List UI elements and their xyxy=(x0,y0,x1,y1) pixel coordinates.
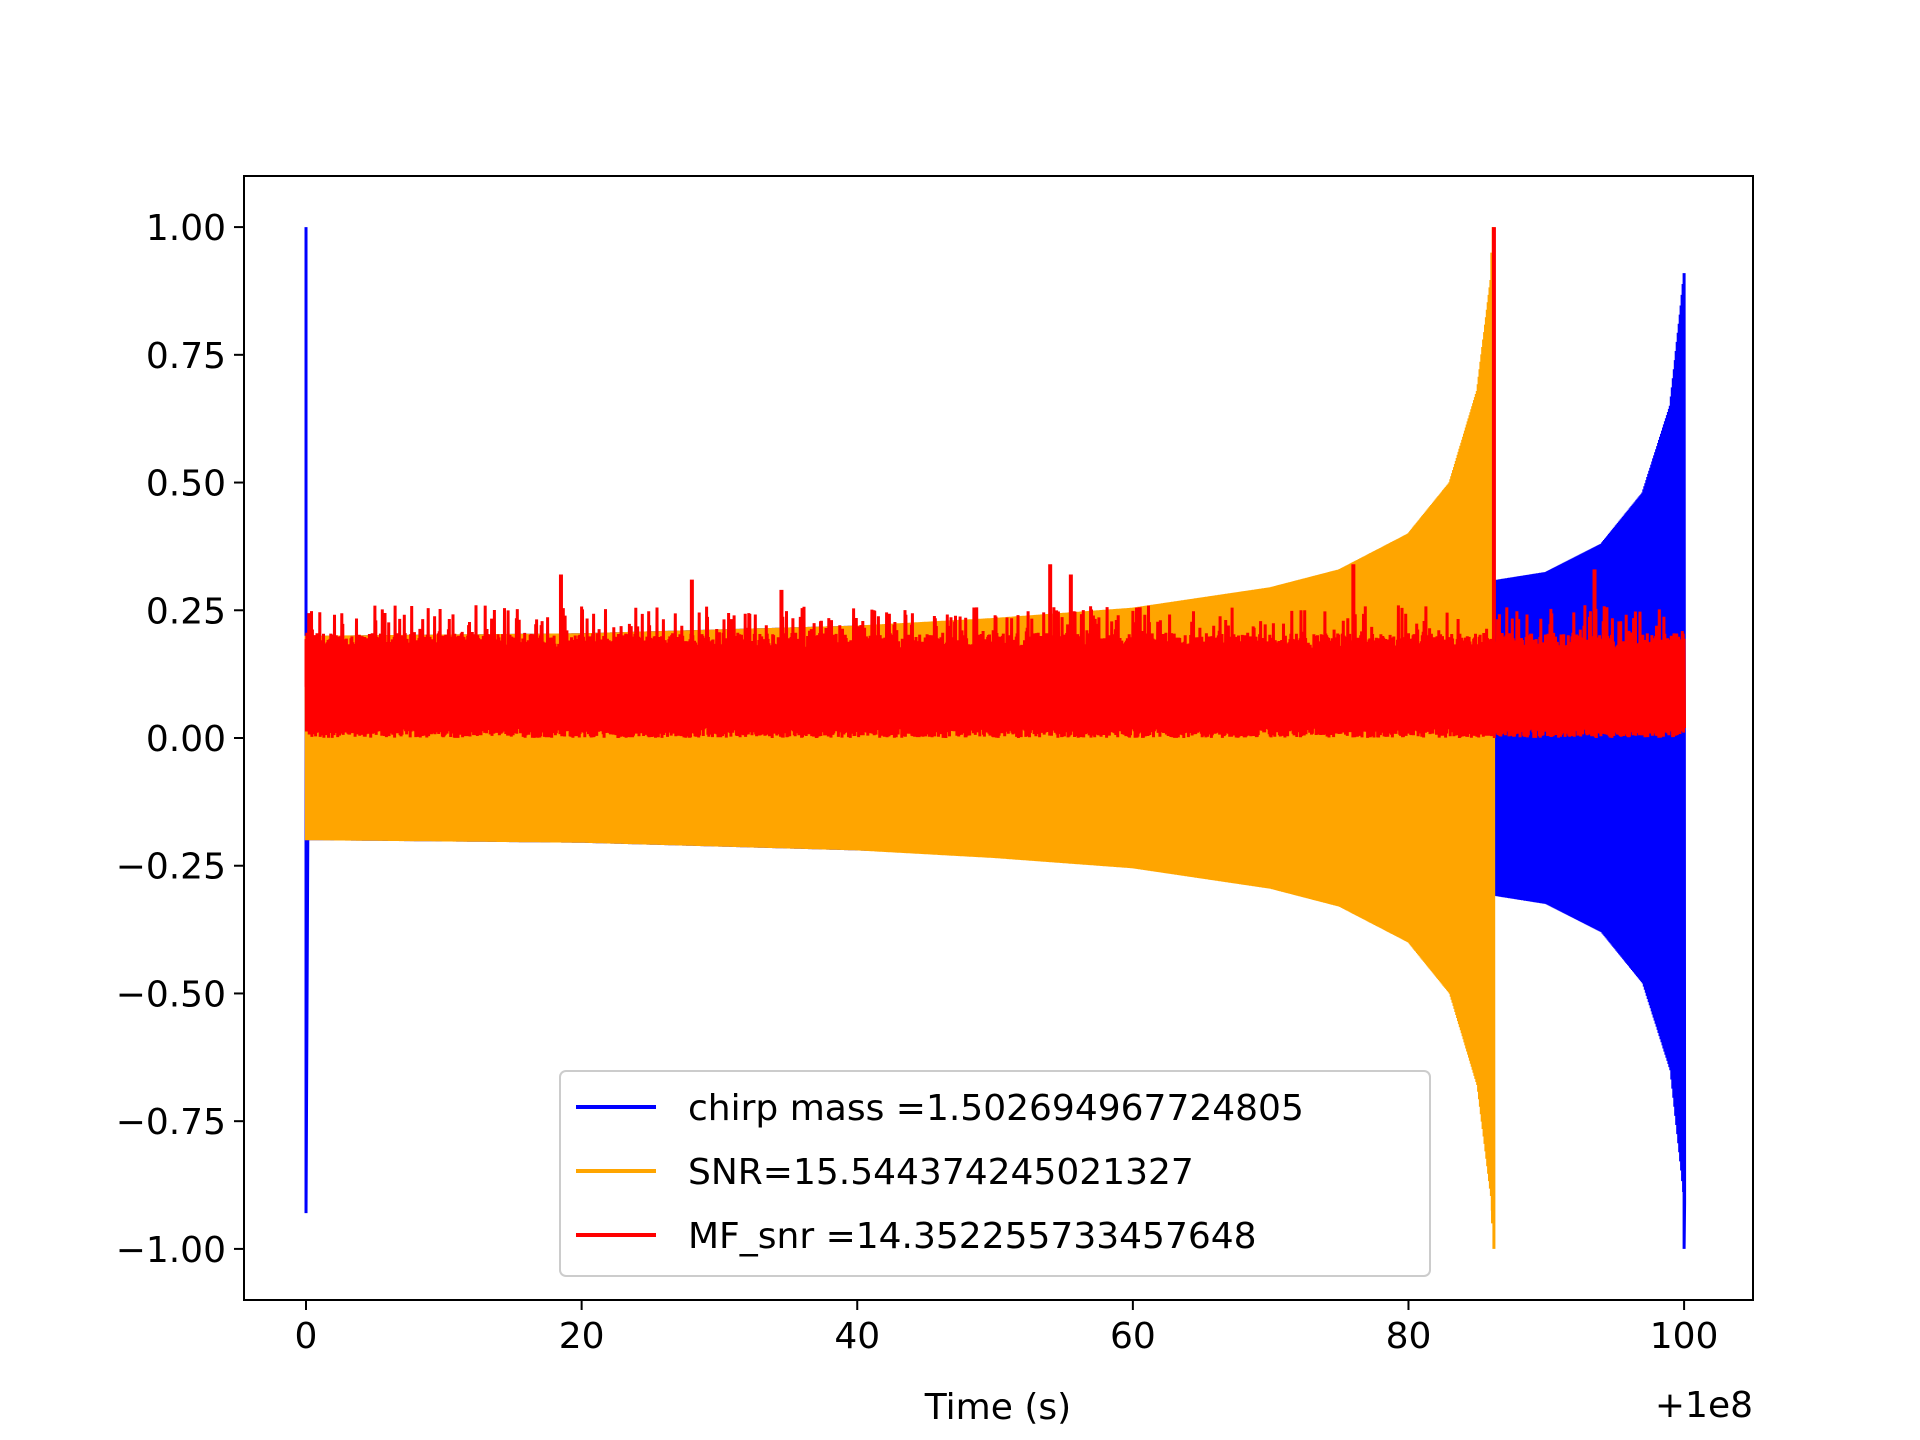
y-tick-label: 1.00 xyxy=(146,208,226,249)
x-tick-label: 100 xyxy=(1650,1316,1719,1357)
x-tick-label: 40 xyxy=(834,1316,880,1357)
y-tick-label: −0.75 xyxy=(116,1102,226,1143)
y-tick-label: 0.25 xyxy=(146,591,226,632)
x-tick-label: 60 xyxy=(1110,1316,1156,1357)
legend-box xyxy=(559,1070,1431,1277)
y-axis: 1.00 0.75 0.50 0.25 0.00 −0.25 −0.50 −0.75 −1.00 xyxy=(116,208,244,1271)
x-axis: 0 20 40 60 80 100 xyxy=(295,1300,1719,1357)
y-tick-label: −1.00 xyxy=(116,1230,226,1271)
x-axis-label: Time (s) xyxy=(924,1387,1071,1428)
y-tick-label: 0.75 xyxy=(146,336,226,377)
legend-label: MF_snr =14.352255733457648 xyxy=(688,1216,1257,1257)
x-tick-label: 80 xyxy=(1386,1316,1432,1357)
y-tick-label: −0.50 xyxy=(116,974,226,1015)
y-tick-label: 0.00 xyxy=(146,719,226,760)
legend-label: SNR=15.544374245021327 xyxy=(688,1152,1194,1193)
y-tick-label: −0.25 xyxy=(116,847,226,888)
series-mf-snr-line xyxy=(304,605,1686,739)
x-tick-label: 20 xyxy=(559,1316,605,1357)
legend-label: chirp mass =1.502694967724805 xyxy=(688,1088,1304,1129)
series-layer xyxy=(304,227,1687,1249)
y-tick-label: 0.50 xyxy=(146,464,226,505)
x-tick-label: 0 xyxy=(295,1316,318,1357)
legend: chirp mass =1.502694967724805 SNR=15.5443… xyxy=(559,1070,1431,1277)
x-offset-label: +1e8 xyxy=(1655,1385,1753,1426)
